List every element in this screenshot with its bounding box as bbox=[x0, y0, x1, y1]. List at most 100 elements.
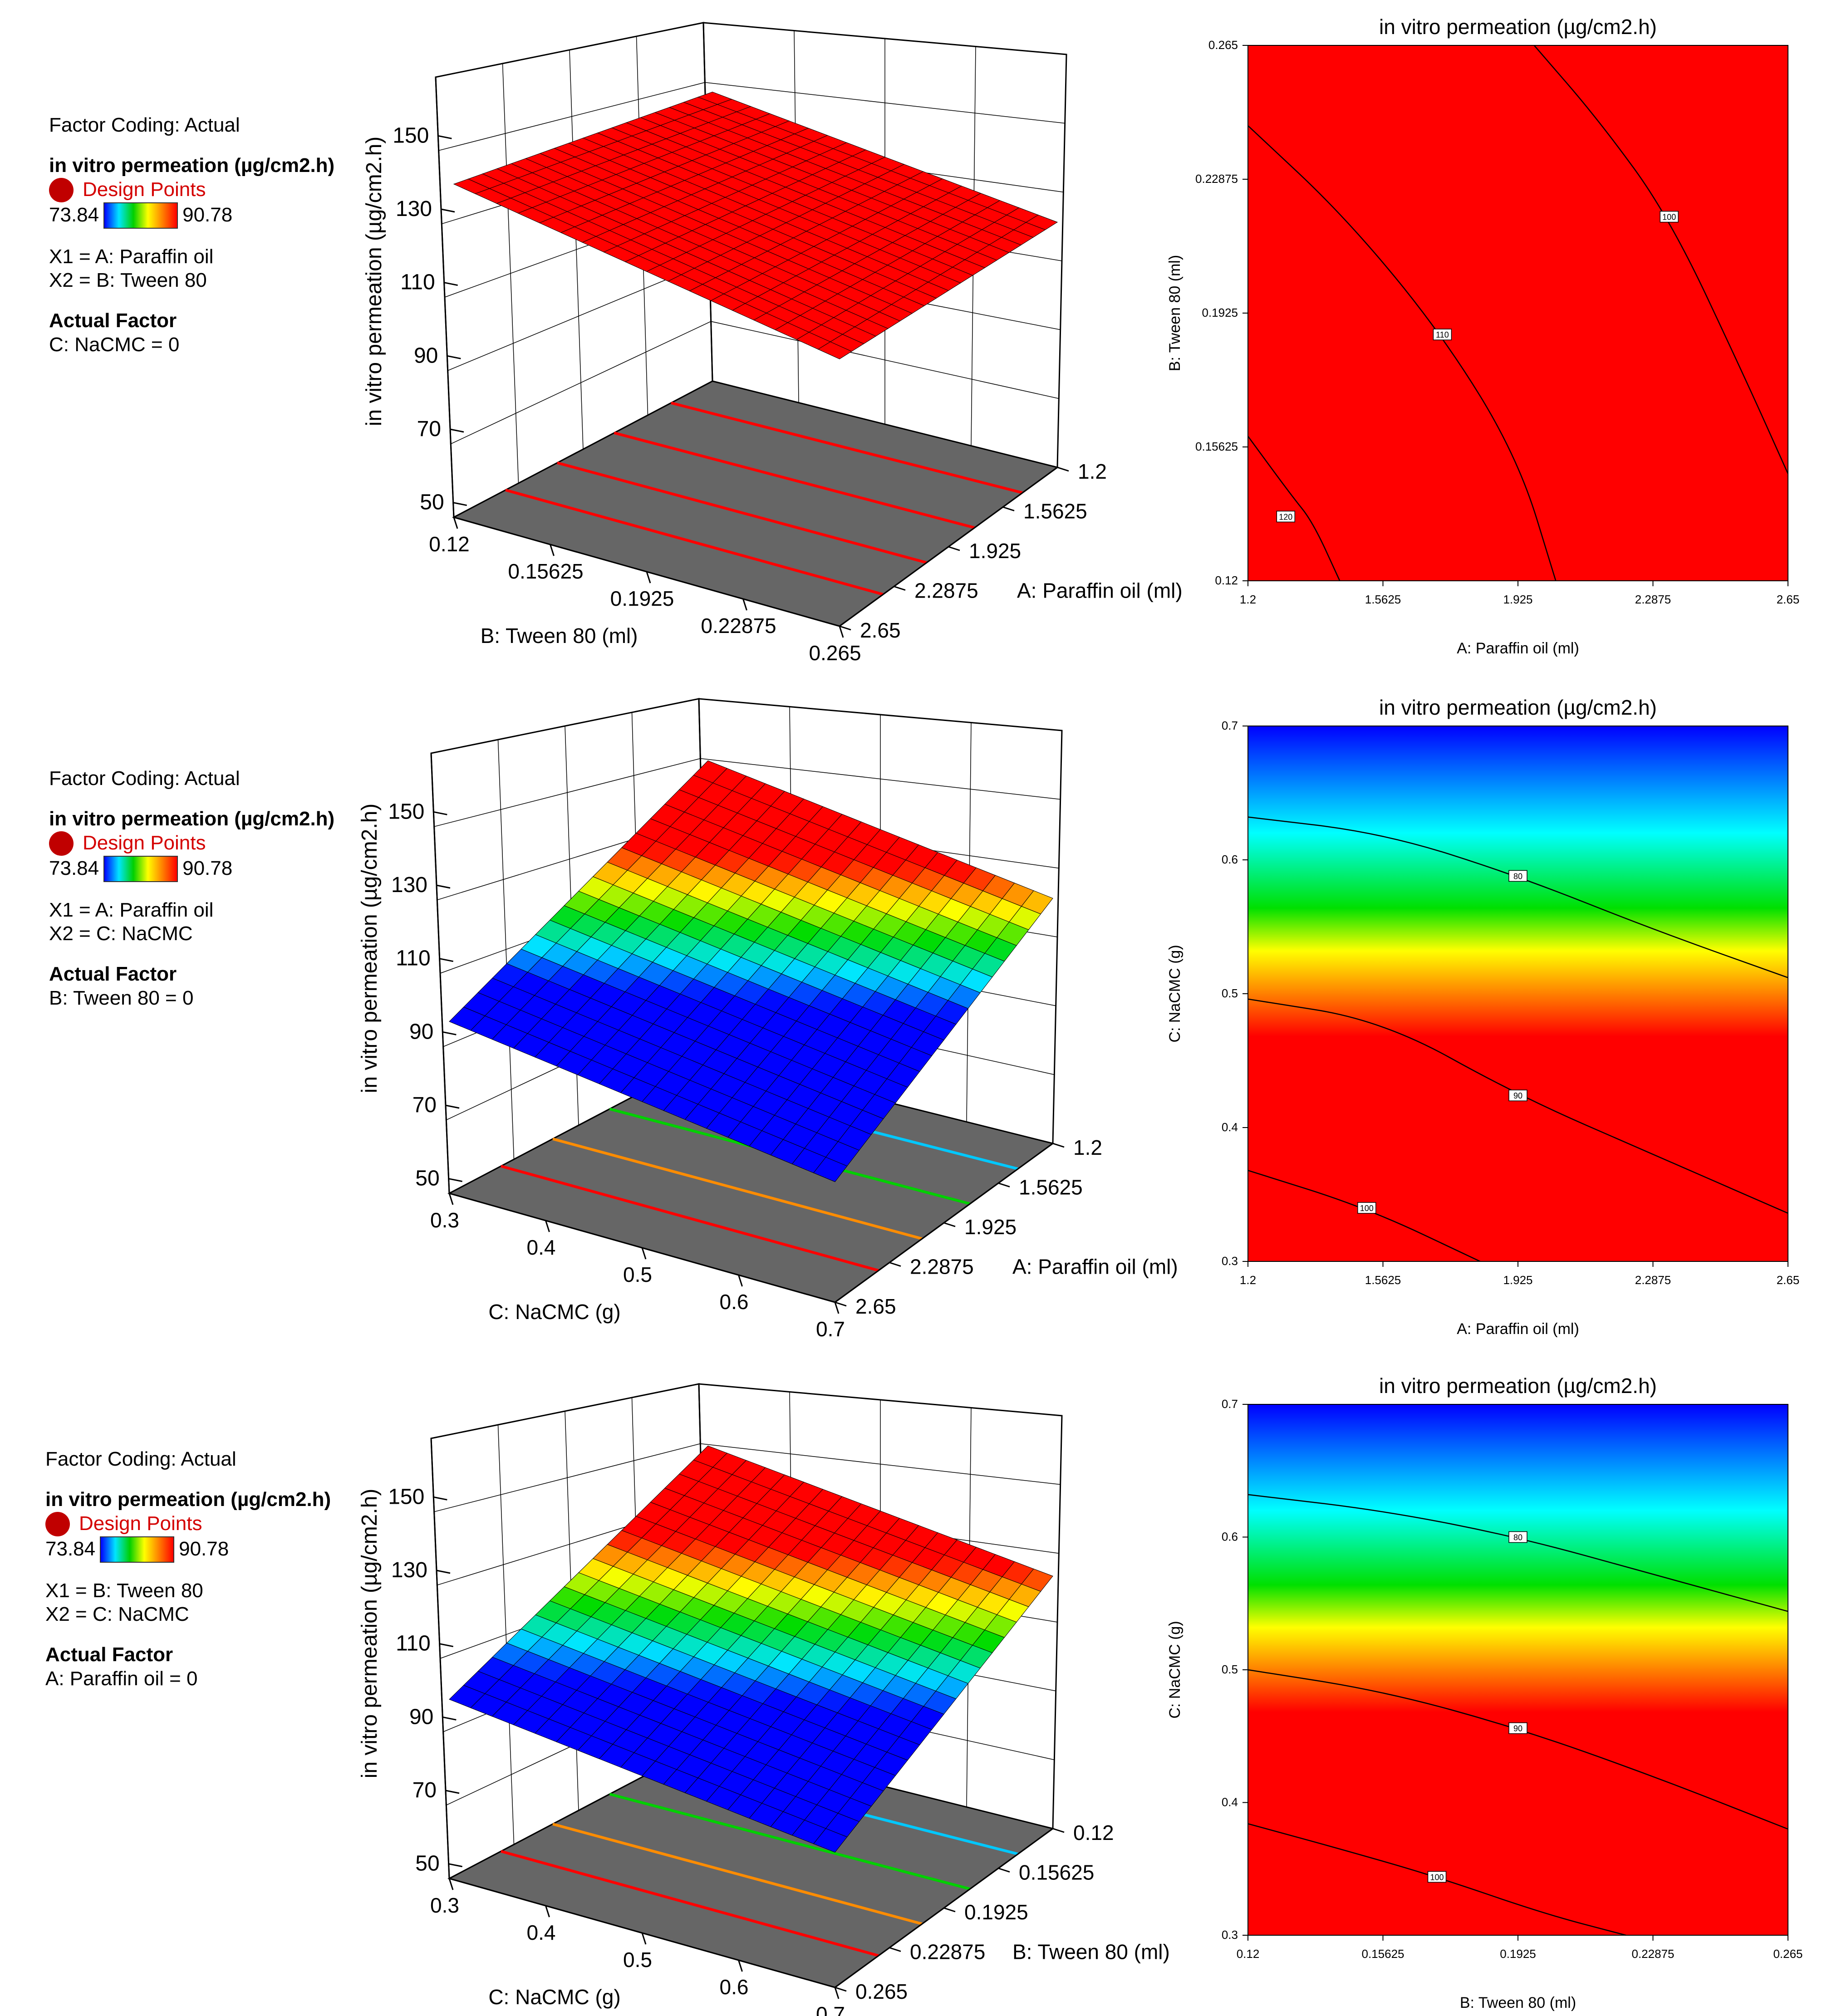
z-tick bbox=[445, 1790, 460, 1794]
x-tick-label: 0.12 bbox=[1073, 1821, 1114, 1844]
z-tick bbox=[436, 1570, 451, 1574]
design-points-label: Design Points bbox=[83, 178, 206, 201]
y-tick-label: 0.22875 bbox=[1195, 172, 1238, 186]
response-title: in vitro permeation (µg/cm2.h) bbox=[45, 1488, 331, 1511]
x1-label: X1 = A: Paraffin oil bbox=[49, 898, 214, 921]
contour-plot-area bbox=[1247, 1404, 1788, 1936]
x-tick bbox=[998, 1868, 1010, 1873]
contour-plot-area bbox=[1247, 45, 1788, 581]
response-title: in vitro permeation (µg/cm2.h) bbox=[49, 154, 335, 177]
surface-cell bbox=[813, 1828, 848, 1853]
scale-max: 90.78 bbox=[182, 857, 233, 880]
y-tick-label: 0.5 bbox=[1222, 986, 1238, 1000]
z-tick bbox=[436, 884, 451, 889]
x-tick-label: 2.65 bbox=[1777, 1273, 1800, 1287]
z-tick-label: 50 bbox=[420, 491, 444, 515]
z-tick-label: 50 bbox=[415, 1167, 439, 1191]
factor-coding: Factor Coding: Actual bbox=[49, 114, 240, 136]
y-tick-label: 0.4 bbox=[527, 1921, 556, 1944]
x-tick-label: 2.2875 bbox=[910, 1255, 974, 1279]
floor-contour-line bbox=[557, 461, 927, 564]
y-tick bbox=[448, 1878, 454, 1890]
x-tick-label: 1.5625 bbox=[1365, 593, 1401, 606]
x-tick-label: 1.2 bbox=[1240, 593, 1256, 606]
x1-label: X1 = B: Tween 80 bbox=[45, 1579, 203, 1602]
y-tick-label: 0.6 bbox=[1222, 853, 1238, 866]
y-tick-label: 0.3 bbox=[430, 1208, 459, 1232]
x-tick bbox=[943, 1907, 956, 1913]
floor-contour-line bbox=[614, 432, 975, 529]
z-axis-label: in vitro permeation (µg/cm2.h) bbox=[362, 137, 386, 427]
x-tick-label: 2.65 bbox=[855, 1295, 896, 1318]
x-tick-label: 0.22875 bbox=[1632, 1947, 1675, 1961]
color-scale-bar bbox=[100, 1536, 175, 1563]
x-tick bbox=[835, 1987, 847, 1992]
response-surface bbox=[449, 1445, 1053, 1853]
x-tick-label: 1.925 bbox=[964, 1215, 1017, 1239]
x-tick-label: 0.1925 bbox=[964, 1900, 1028, 1924]
surface-cell bbox=[813, 1157, 848, 1182]
z-tick bbox=[447, 355, 461, 359]
z-tick bbox=[433, 1496, 447, 1501]
x-tick bbox=[943, 1222, 956, 1227]
scale-min: 73.84 bbox=[45, 1538, 96, 1560]
contour-label-box bbox=[1508, 1722, 1527, 1734]
y-tick-label: 0.22875 bbox=[701, 614, 776, 638]
x-tick bbox=[835, 1301, 847, 1307]
color-scale-bar bbox=[103, 855, 178, 882]
z-tick-label: 90 bbox=[409, 1020, 433, 1044]
floor-contour-line bbox=[501, 1850, 879, 1957]
x-tick-label: 1.2 bbox=[1073, 1136, 1102, 1159]
contour-line bbox=[1247, 998, 1788, 1214]
z-tick-label: 110 bbox=[396, 1632, 431, 1656]
y-tick bbox=[742, 598, 747, 611]
contour-title: in vitro permeation (µg/cm2.h) bbox=[1379, 696, 1657, 719]
x-tick-label: 1.925 bbox=[1503, 593, 1532, 606]
z-tick bbox=[450, 428, 464, 433]
factor-coding: Factor Coding: Actual bbox=[45, 1448, 236, 1470]
x-axis-label: A: Paraffin oil (ml) bbox=[1012, 1255, 1178, 1279]
x-tick bbox=[948, 546, 960, 551]
z-tick bbox=[448, 1863, 462, 1868]
y-tick-label: 0.5 bbox=[623, 1948, 652, 1972]
design-point-icon bbox=[49, 177, 74, 202]
actual-factor-value: A: Paraffin oil = 0 bbox=[45, 1667, 198, 1690]
x-tick-label: 2.2875 bbox=[1635, 1273, 1671, 1287]
contour-line bbox=[1247, 1823, 1626, 1936]
y-tick-label: 0.265 bbox=[1208, 38, 1238, 52]
contour-title: in vitro permeation (µg/cm2.h) bbox=[1379, 15, 1657, 39]
response-surface bbox=[453, 92, 1058, 359]
z-axis-label: in vitro permeation (µg/cm2.h) bbox=[358, 1489, 382, 1779]
legend-1: Factor Coding: Actual in vitro permeatio… bbox=[49, 113, 334, 357]
y-tick-label: 0.7 bbox=[816, 1317, 845, 1341]
z-tick bbox=[433, 811, 447, 815]
contour-label-box bbox=[1357, 1202, 1376, 1214]
floor-contour-line bbox=[501, 1165, 879, 1272]
contour-label-box bbox=[1508, 1531, 1527, 1543]
y-tick-label: 0.6 bbox=[720, 1975, 749, 1999]
y-tick bbox=[834, 1302, 840, 1314]
design-points-legend: Design Points bbox=[45, 1511, 331, 1536]
z-tick-label: 150 bbox=[388, 1485, 424, 1509]
y-axis-label: B: Tween 80 (ml) bbox=[481, 624, 638, 647]
contour-label: 90 bbox=[1513, 1724, 1522, 1733]
x-axis-label: A: Paraffin oil (ml) bbox=[1457, 640, 1579, 657]
actual-factor-heading: Actual Factor bbox=[45, 1643, 173, 1666]
z-tick-label: 70 bbox=[413, 1093, 437, 1117]
wall-grid-line bbox=[451, 321, 1059, 445]
y-tick-label: 0.5 bbox=[1222, 1663, 1238, 1676]
floor-contour-line bbox=[505, 489, 884, 596]
y-tick-label: 0.4 bbox=[527, 1236, 556, 1259]
z-tick-label: 90 bbox=[409, 1705, 433, 1729]
x-axis-label: A: Paraffin oil (ml) bbox=[1457, 1320, 1579, 1338]
contour-line bbox=[1247, 1669, 1788, 1830]
contour-label: 90 bbox=[1513, 1091, 1522, 1100]
scale-min: 73.84 bbox=[49, 204, 99, 226]
z-tick bbox=[444, 282, 458, 286]
z-tick-label: 110 bbox=[396, 947, 431, 971]
z-axis-line bbox=[430, 753, 450, 1194]
y-tick bbox=[448, 1193, 454, 1205]
x-tick-label: 2.2875 bbox=[1635, 593, 1671, 606]
contour-line bbox=[1247, 816, 1788, 978]
z-tick bbox=[441, 208, 455, 213]
